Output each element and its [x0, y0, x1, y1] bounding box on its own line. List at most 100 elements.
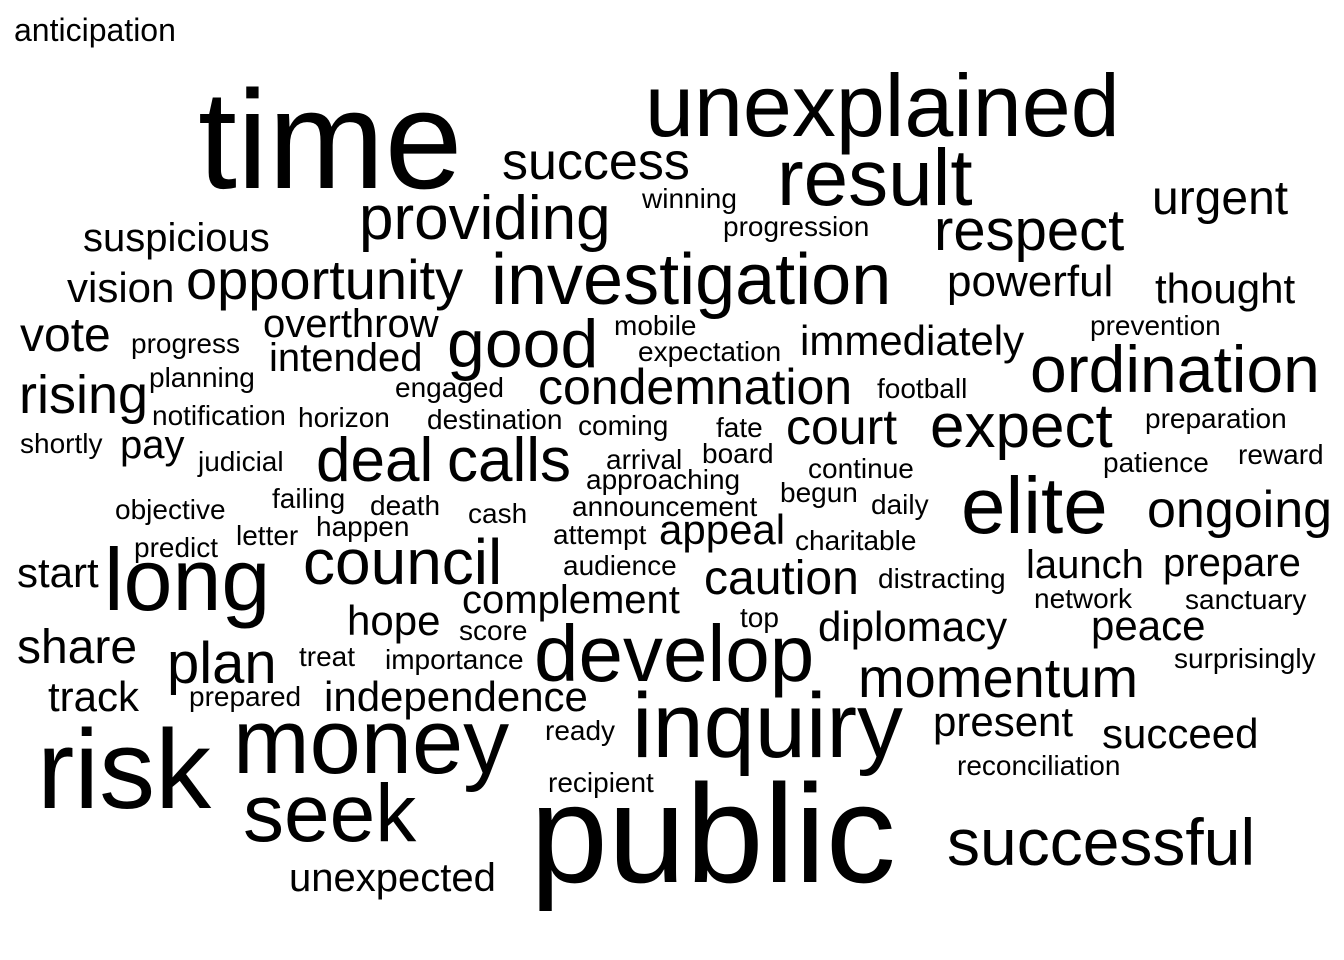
word: progression	[723, 211, 870, 242]
word: urgent	[1152, 172, 1289, 225]
word: board	[702, 438, 774, 469]
word: daily	[871, 489, 929, 520]
word: ongoing	[1147, 481, 1333, 539]
word: charitable	[795, 525, 917, 556]
word: prepare	[1163, 541, 1301, 585]
word: public	[530, 755, 896, 912]
word: intended	[269, 336, 423, 380]
word: ordination	[1030, 332, 1320, 406]
word: present	[933, 698, 1074, 745]
word: respect	[934, 198, 1125, 263]
word: failing	[272, 483, 346, 514]
word: opportunity	[186, 248, 464, 311]
word: deal	[316, 426, 434, 495]
word: seek	[243, 768, 417, 859]
word: treat	[299, 641, 356, 672]
word: cash	[468, 498, 528, 529]
word: objective	[115, 494, 226, 525]
word: unexpected	[289, 856, 496, 900]
word: announcement	[572, 491, 758, 522]
word: hope	[347, 597, 441, 644]
word: importance	[385, 644, 524, 675]
word: continue	[808, 453, 914, 484]
word: ready	[545, 715, 616, 746]
word: attempt	[553, 519, 647, 550]
word: destination	[427, 404, 563, 435]
word: calls	[447, 426, 572, 495]
word: preparation	[1145, 403, 1287, 434]
word: powerful	[947, 257, 1114, 306]
word: audience	[563, 550, 677, 581]
word: expect	[930, 392, 1113, 461]
word: success	[502, 133, 690, 191]
word: diplomacy	[818, 603, 1008, 650]
word: complement	[462, 578, 680, 622]
word: condemnation	[538, 359, 853, 415]
word: reward	[1238, 439, 1324, 470]
word: court	[786, 399, 898, 455]
word: progress	[131, 328, 240, 359]
word: money	[233, 691, 510, 793]
word: suspicious	[83, 216, 270, 260]
word: football	[877, 373, 968, 404]
word: fate	[716, 412, 763, 443]
word: long	[104, 530, 271, 629]
word: approaching	[586, 464, 741, 495]
word: develop	[534, 609, 815, 698]
word: unexplained	[645, 56, 1120, 155]
word: top	[740, 602, 779, 633]
word: happen	[316, 511, 410, 542]
word: inquiry	[632, 675, 904, 777]
word: pay	[120, 423, 185, 467]
word: caution	[704, 552, 859, 605]
word: succeed	[1102, 710, 1259, 757]
word: successful	[947, 805, 1256, 879]
word: council	[303, 526, 503, 598]
word: result	[777, 133, 973, 222]
word: share	[17, 621, 138, 674]
word: vote	[20, 309, 111, 362]
word: score	[459, 615, 528, 646]
word: mobile	[614, 310, 697, 341]
word: letter	[236, 520, 299, 551]
word: launch	[1026, 543, 1144, 587]
word: engaged	[395, 372, 505, 403]
word: notification	[152, 400, 286, 431]
word: horizon	[298, 402, 390, 433]
word: coming	[578, 410, 669, 441]
word: peace	[1091, 602, 1206, 649]
word: recipient	[548, 767, 654, 798]
word: overthrow	[263, 302, 439, 346]
word: providing	[359, 184, 611, 253]
word: winning	[642, 183, 737, 214]
word: anticipation	[14, 12, 176, 48]
word: planning	[149, 362, 255, 393]
word: investigation	[491, 240, 892, 320]
word: independence	[324, 673, 588, 720]
word: prepared	[189, 681, 302, 712]
word: arrival	[606, 444, 683, 475]
word: predict	[134, 532, 219, 563]
word: prevention	[1090, 310, 1221, 341]
word: shortly	[20, 428, 103, 459]
word: start	[17, 549, 99, 596]
word: time	[198, 61, 463, 218]
word: judicial	[198, 446, 284, 477]
word: plan	[167, 631, 277, 696]
word: sanctuary	[1185, 584, 1307, 615]
word: immediately	[800, 317, 1025, 364]
word: patience	[1103, 447, 1209, 478]
word: vision	[67, 264, 175, 311]
word: momentum	[858, 646, 1139, 709]
word: rising	[19, 365, 149, 425]
word: track	[48, 673, 140, 720]
word: distracting	[878, 563, 1006, 594]
word: reconciliation	[957, 750, 1121, 781]
word: risk	[37, 707, 212, 832]
word: network	[1034, 583, 1133, 614]
word: surprisingly	[1174, 643, 1316, 674]
word: appeal	[659, 506, 786, 553]
word: thought	[1155, 265, 1296, 312]
word: death	[370, 490, 441, 521]
